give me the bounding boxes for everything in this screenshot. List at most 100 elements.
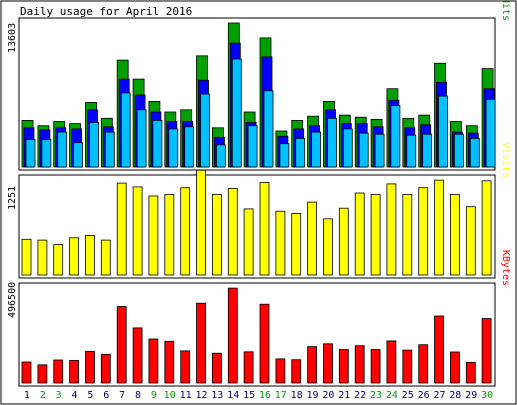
- visits-bar-visits: [37, 239, 48, 276]
- kbytes-bar-kbytes: [37, 364, 48, 384]
- visits-bar-visits: [275, 210, 286, 276]
- x-tick-label: 18: [291, 390, 303, 401]
- visits-bar-visits: [323, 218, 333, 276]
- visits-bar-visits: [465, 206, 476, 276]
- kbytes-bar-kbytes: [418, 344, 429, 384]
- visits-frame: [18, 174, 496, 279]
- kbytes-bar-kbytes: [259, 303, 270, 384]
- kbytes-bar-kbytes: [354, 345, 365, 384]
- x-tick-label: 30: [481, 390, 493, 401]
- kbytes-frame: [18, 282, 496, 387]
- kbytes-bar-kbytes: [116, 306, 127, 384]
- x-tick-label: 15: [243, 390, 255, 401]
- x-tick-label: 19: [306, 390, 318, 401]
- visits-bar-visits: [481, 180, 492, 276]
- usage-bar-pages: [120, 92, 131, 168]
- usage-bar-pages: [327, 117, 337, 168]
- x-tick-label: 6: [103, 390, 109, 401]
- kbytes-bar-kbytes: [291, 359, 302, 384]
- x-tick-label: 5: [87, 390, 93, 401]
- kbytes-bar-kbytes: [21, 361, 32, 384]
- kbytes-bar-kbytes: [370, 349, 381, 384]
- kbytes-bar-kbytes: [100, 353, 111, 384]
- kbytes-bar-kbytes: [449, 351, 460, 384]
- usage-bar-pages: [469, 137, 480, 168]
- usage-bar-pages: [295, 137, 306, 168]
- x-tick-label: 4: [71, 390, 77, 401]
- usage-bar-pages: [104, 131, 115, 168]
- kbytes-bar-kbytes: [243, 351, 254, 384]
- x-tick-label: 17: [275, 390, 287, 401]
- kbytes-panel: 496500 KBytes: [7, 250, 511, 387]
- usage-bar-pages: [168, 128, 179, 168]
- kbytes-bar-kbytes: [338, 349, 349, 384]
- x-tick-label: 20: [322, 390, 334, 401]
- kbytes-bar-kbytes: [465, 361, 476, 384]
- kbytes-bar-kbytes: [227, 287, 238, 384]
- x-tick-label: 24: [386, 390, 398, 401]
- x-tick-label: 14: [227, 390, 239, 401]
- x-tick-label: 12: [195, 390, 207, 401]
- visits-bar-visits: [418, 187, 429, 276]
- usage-bar-pages: [438, 95, 448, 168]
- kbytes-bar-kbytes: [402, 349, 413, 384]
- visits-bar-visits: [180, 187, 191, 276]
- usage-bar-pages: [57, 131, 68, 168]
- visits-bar-visits: [227, 187, 238, 276]
- visits-bar-visits: [243, 208, 254, 276]
- usage-panel: 13603 Pages/Files/Hits: [7, 0, 511, 171]
- x-tick-label: 3: [56, 390, 62, 401]
- visits-bar-visits: [338, 207, 349, 276]
- kbytes-bar-kbytes: [164, 340, 175, 384]
- usage-bar-pages: [136, 109, 147, 168]
- usage-bar-pages: [453, 133, 464, 168]
- visits-bar-visits: [211, 194, 222, 276]
- kbytes-bar-kbytes: [85, 350, 95, 384]
- visits-bar-visits: [132, 186, 143, 276]
- kbytes-bar-kbytes: [481, 318, 492, 384]
- x-tick-label: 16: [259, 390, 271, 401]
- visits-bar-visits: [100, 239, 111, 276]
- kbytes-bar-kbytes: [148, 338, 159, 384]
- visits-bar-visits: [164, 194, 175, 276]
- x-tick-label: 28: [449, 390, 461, 401]
- x-tick-label: 1: [24, 390, 30, 401]
- kbytes-bar-kbytes: [307, 346, 318, 384]
- x-tick-label: 2: [40, 390, 46, 401]
- x-axis-labels: 1 2 3 4 5 6 7 8 9 10 11 12 13 14 15 16 17 18 19 20 21 22 23 24 2…: [24, 390, 493, 401]
- usage-bar-pages: [485, 98, 496, 168]
- usage-bar-pages: [406, 134, 417, 168]
- visits-bar-visits: [434, 179, 444, 276]
- visits-bar-visits: [386, 183, 397, 276]
- visits-bar-visits: [259, 181, 270, 276]
- usage-bar-pages: [152, 120, 163, 168]
- kbytes-legend-item: KBytes: [500, 250, 511, 286]
- usage-bar-pages: [374, 133, 385, 168]
- visits-bar-visits: [21, 238, 32, 276]
- visits-legend: Visits: [500, 142, 511, 178]
- x-tick-label: 7: [119, 390, 125, 401]
- visits-bar-visits: [53, 244, 64, 276]
- x-tick-label: 29: [465, 390, 477, 401]
- visits-panel: 1251 Visits: [7, 142, 511, 279]
- kbytes-bar-kbytes: [196, 302, 206, 384]
- usage-legend-item: Hits: [500, 0, 511, 21]
- kbytes-bar-kbytes: [132, 327, 143, 384]
- visits-bar-visits: [196, 169, 206, 276]
- x-tick-label: 26: [418, 390, 430, 401]
- usage-bar-pages: [200, 93, 210, 168]
- usage-bar-pages: [342, 128, 353, 168]
- kbytes-bar-kbytes: [323, 343, 333, 384]
- visits-bar-visits: [85, 235, 95, 276]
- visits-bar-visits: [370, 194, 381, 276]
- usage-bar-pages: [184, 126, 195, 168]
- usage-bar-pages: [390, 105, 401, 168]
- usage-ymax-label: 13603: [7, 23, 18, 53]
- chart-title: Daily usage for April 2016: [20, 5, 192, 18]
- visits-bar-visits: [291, 213, 302, 276]
- kbytes-bar-kbytes: [434, 315, 444, 384]
- x-tick-label: 11: [180, 390, 192, 401]
- usage-bar-pages: [41, 139, 52, 168]
